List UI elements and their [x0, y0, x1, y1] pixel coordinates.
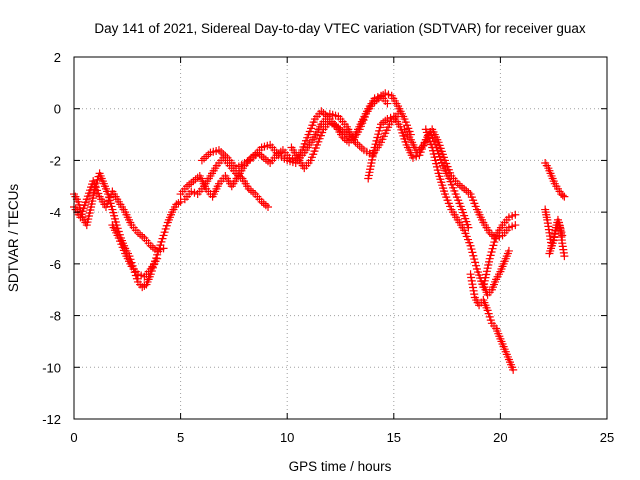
plot-frame [73, 56, 608, 420]
series-7 [287, 91, 392, 173]
data-point [374, 130, 383, 139]
data-point [511, 210, 520, 219]
data-point [509, 365, 518, 374]
data-point [487, 248, 496, 257]
series-5 [180, 153, 273, 211]
data-point [504, 246, 513, 255]
data-point [153, 254, 162, 263]
data-point [371, 140, 380, 149]
data-points [70, 89, 569, 374]
ticks: 0 5 10 15 20 25 -12 -10 -8 -6 -4 -2 0 2 [42, 50, 614, 445]
data-point [467, 245, 476, 254]
series-11 [466, 270, 518, 374]
data-point [469, 251, 478, 260]
series-15 [545, 218, 567, 258]
data-point [472, 261, 481, 270]
data-point [376, 123, 385, 132]
y-tick-label: 2 [54, 50, 61, 65]
data-point [159, 244, 168, 253]
series-2 [70, 177, 168, 255]
data-point [560, 192, 569, 201]
data-point [373, 133, 382, 142]
data-point [468, 280, 477, 289]
data-point [470, 255, 479, 264]
y-tick-label: 0 [54, 102, 61, 117]
data-point [469, 286, 478, 295]
data-point [467, 273, 476, 282]
data-point [558, 191, 567, 200]
data-point [511, 221, 520, 230]
x-tick-label: 25 [600, 430, 614, 445]
data-point [264, 202, 273, 211]
y-tick-label: -12 [42, 412, 61, 427]
data-point [491, 234, 500, 243]
data-point [558, 231, 567, 240]
chart-title: Day 141 of 2021, Sidereal Day-to-day VTE… [94, 21, 585, 36]
data-point [486, 251, 495, 260]
grid [74, 57, 607, 419]
data-point [489, 241, 498, 250]
data-point [560, 252, 569, 261]
data-point [176, 197, 185, 206]
data-point [470, 290, 479, 299]
data-point [468, 283, 477, 292]
y-axis-label: SDTVAR / TECUs [6, 184, 21, 293]
series-13 [541, 159, 569, 201]
y-tick-label: -8 [49, 309, 61, 324]
series-12 [479, 246, 513, 299]
data-point [383, 99, 392, 108]
data-point [466, 270, 475, 279]
data-point [394, 109, 403, 118]
data-point [468, 248, 477, 257]
y-tick-label: -4 [49, 205, 61, 220]
data-point [466, 241, 475, 250]
data-point [467, 276, 476, 285]
x-tick-label: 10 [280, 430, 294, 445]
data-point [490, 238, 499, 247]
y-tick-label: -10 [42, 360, 61, 375]
data-point [485, 254, 494, 263]
data-point [375, 126, 384, 135]
data-point [471, 258, 480, 267]
x-axis-label: GPS time / hours [289, 459, 392, 474]
series-3 [108, 221, 162, 281]
x-tick-label: 0 [70, 430, 77, 445]
data-point [370, 143, 379, 152]
data-point [488, 244, 497, 253]
y-tick-label: -2 [49, 153, 61, 168]
y-tick-label: -6 [49, 257, 61, 272]
data-point [372, 136, 381, 145]
x-tick-label: 5 [177, 430, 184, 445]
x-tick-label: 15 [387, 430, 401, 445]
x-tick-label: 20 [493, 430, 507, 445]
